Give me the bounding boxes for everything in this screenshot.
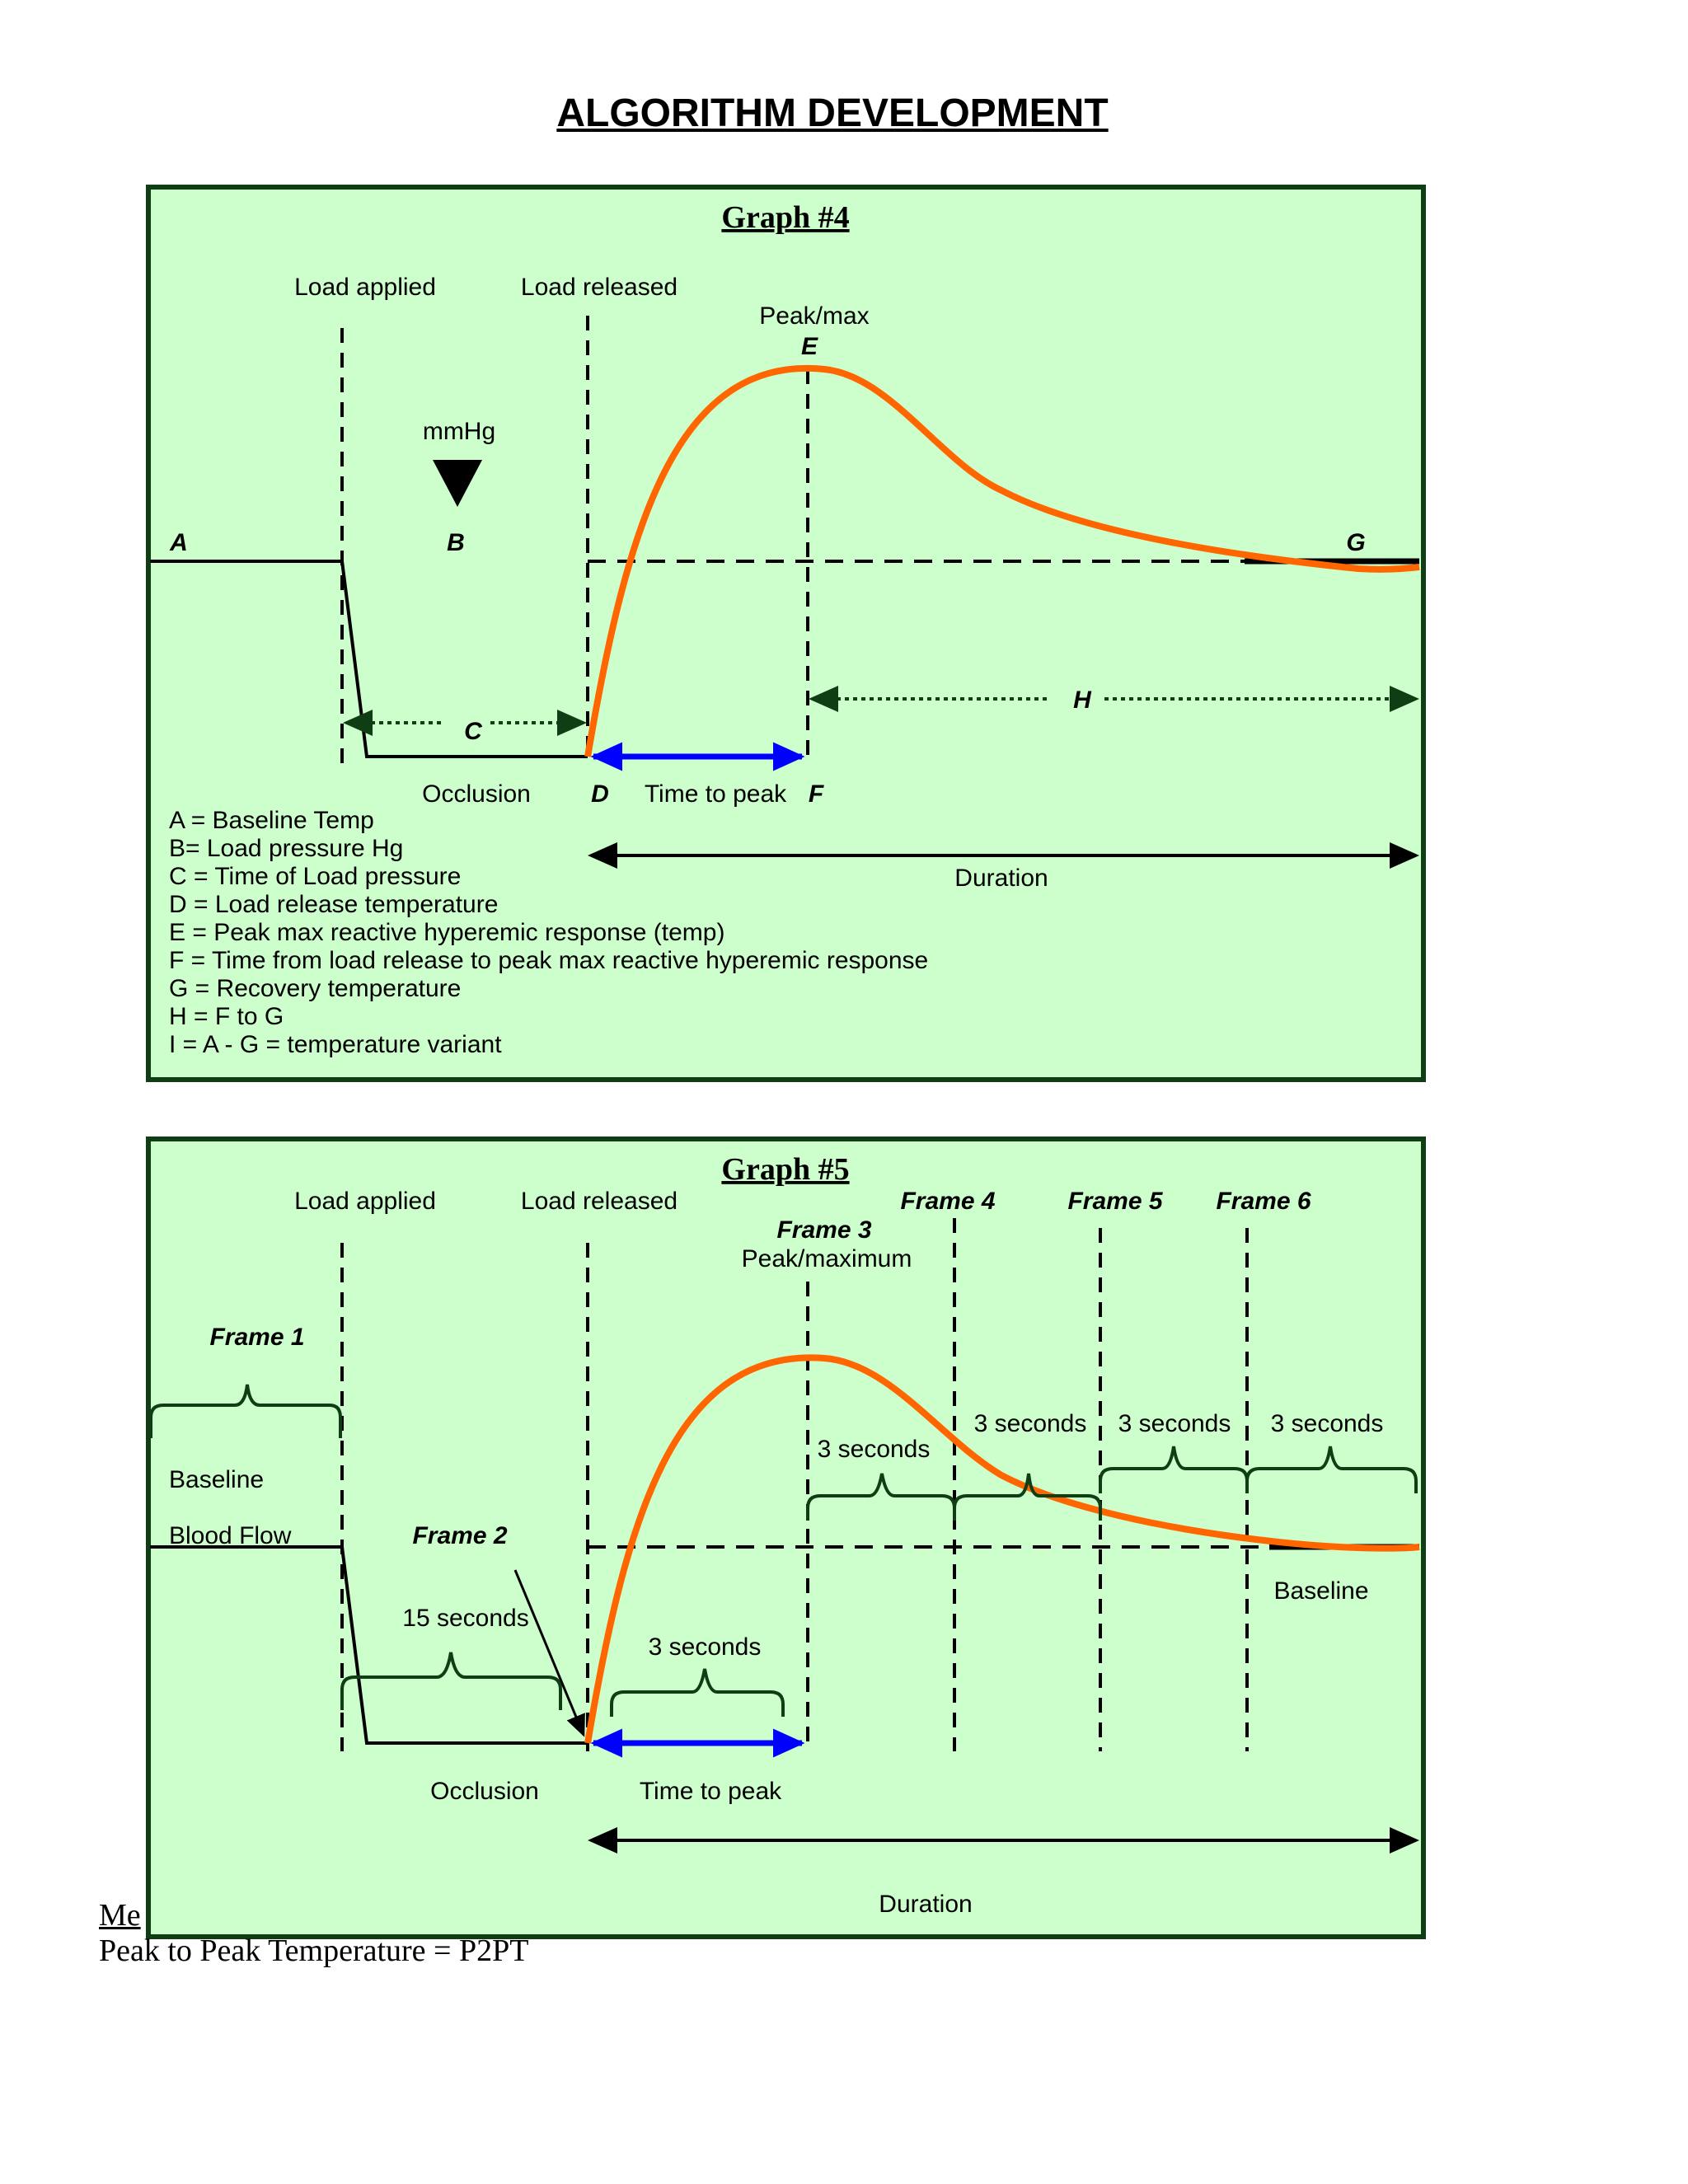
graph4-label-a: A [169, 529, 188, 556]
graph5-trace [150, 1545, 588, 1745]
legend-item: G = Recovery temperature [169, 975, 461, 1002]
graph5-frame6-label: Frame 6 [1216, 1188, 1311, 1215]
graph4-trace [150, 560, 588, 758]
graph4-mmhg-label: mmHg [423, 418, 495, 445]
graph5-frame6-brace [1245, 1446, 1418, 1493]
graph5-load-applied-label: Load applied [294, 1188, 436, 1215]
graph4-load-released-label: Load released [521, 274, 678, 301]
graph4-label-g: G [1346, 529, 1365, 556]
graph4-label-e: E [801, 333, 818, 360]
graph5-frame2-pointer [513, 1569, 585, 1737]
graph5-fifteen-seconds-label: 15 seconds [402, 1605, 528, 1632]
graph5-load-released-label: Load released [521, 1188, 678, 1215]
graph4-label-c: C [464, 718, 483, 745]
graph4-label-f: F [809, 780, 824, 808]
legend-item: B= Load pressure Hg [169, 835, 403, 862]
legend-item: A = Baseline Temp [169, 807, 374, 834]
graph5-frame4-brace [953, 1473, 1102, 1521]
legend-item: H = F to G [169, 1003, 284, 1030]
legend-item: D = Load release temperature [169, 891, 498, 918]
graph4-label-b: B [447, 529, 465, 556]
graph5-frame2-brace [340, 1652, 562, 1710]
graph5-baseline-right-label: Baseline [1273, 1577, 1368, 1605]
graph4-label-d: D [591, 780, 609, 808]
graph5-frame5-brace [1099, 1446, 1249, 1493]
graph4-occlusion-label: Occlusion [422, 780, 531, 808]
legend-item: E = Peak max reactive hyperemic response… [169, 919, 724, 946]
footer-partial-text: Me [99, 1898, 141, 1933]
graph5-background [146, 1137, 1426, 1939]
graph5-duration-label: Duration [879, 1891, 972, 1918]
graph5-three-seconds-f6-label: 3 seconds [1271, 1410, 1384, 1437]
graph5-frame3-brace [806, 1473, 956, 1521]
graph4-legend: A = Baseline Temp B= Load pressure Hg C … [169, 807, 928, 1058]
legend-item: F = Time from load release to peak max r… [169, 947, 928, 974]
graph5-panel: Graph #5 Load applied Load released Fram… [146, 1137, 1426, 1939]
footer-p2pt-text: Peak to Peak Temperature = P2PT [99, 1933, 529, 1968]
graph5-time-to-peak-label: Time to peak [640, 1778, 782, 1805]
graph5-frame1-label: Frame 1 [209, 1324, 304, 1351]
graph4-response-curve [584, 364, 1420, 757]
graph5-occlusion-label: Occlusion [430, 1778, 539, 1805]
graph4-duration-label: Duration [954, 865, 1048, 892]
graph5-three-seconds-f3-label: 3 seconds [818, 1436, 931, 1463]
graph5-blood-flow-label: Blood Flow [169, 1522, 292, 1549]
graph5-frame3-label: Frame 3 [776, 1216, 871, 1244]
graph5-title: Graph #5 [721, 1152, 849, 1187]
graph4-background [146, 185, 1426, 1082]
triangle-down-icon [433, 460, 482, 507]
graph5-frame1-brace [149, 1384, 342, 1438]
graph5-three-seconds-release-label: 3 seconds [649, 1633, 762, 1661]
graph5-baseline-label: Baseline [169, 1466, 264, 1493]
page-title: ALGORITHM DEVELOPMENT [556, 91, 1109, 135]
graph4-peak-max-label: Peak/max [759, 302, 869, 330]
graph5-peak-maximum-label: Peak/maximum [742, 1245, 912, 1272]
graph4-label-h: H [1073, 687, 1092, 714]
graph5-response-curve [584, 1354, 1420, 1744]
graph5-three-seconds-f4-label: 3 seconds [974, 1410, 1087, 1437]
legend-item: I = A - G = temperature variant [169, 1031, 502, 1058]
graph4-panel: Graph #4 Load applied Load released Peak… [146, 185, 1426, 1082]
graph4-time-to-peak-label: Time to peak [645, 780, 787, 808]
graph5-frame5-label: Frame 5 [1067, 1188, 1163, 1215]
graph5-frame4-label: Frame 4 [900, 1188, 995, 1215]
graph5-three-seconds-f5-label: 3 seconds [1118, 1410, 1231, 1437]
legend-item: C = Time of Load pressure [169, 863, 461, 890]
graph4-load-applied-label: Load applied [294, 274, 436, 301]
graph4-title: Graph #4 [721, 200, 849, 235]
graph5-release-brace [610, 1668, 785, 1717]
graph5-frame2-label: Frame 2 [412, 1522, 507, 1549]
